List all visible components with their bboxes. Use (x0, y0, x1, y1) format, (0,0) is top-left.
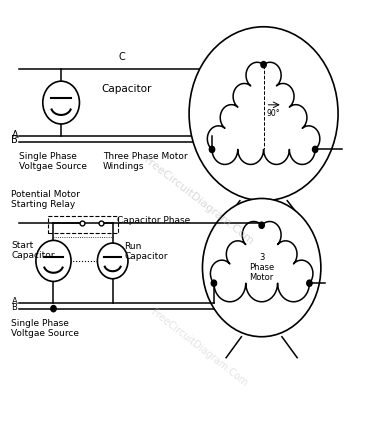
Text: FreeCircuitDiagram.Com: FreeCircuitDiagram.Com (149, 307, 249, 388)
Text: Three Phase Motor
Windings: Three Phase Motor Windings (103, 152, 188, 171)
Text: C: C (118, 53, 125, 62)
Circle shape (261, 62, 266, 68)
Circle shape (307, 280, 312, 286)
Circle shape (202, 198, 321, 337)
Bar (48, 216, 118, 233)
Text: Potential Motor
Starting Relay: Potential Motor Starting Relay (11, 190, 80, 209)
Text: Capacitor: Capacitor (101, 84, 152, 94)
Circle shape (209, 146, 215, 153)
Text: 90°: 90° (267, 109, 280, 118)
Circle shape (259, 222, 264, 228)
Text: B: B (11, 303, 17, 312)
Text: A: A (11, 297, 17, 306)
Text: Start
Capacitor: Start Capacitor (11, 241, 55, 260)
Text: Single Phase
Voltgae Source: Single Phase Voltgae Source (11, 319, 79, 338)
Circle shape (312, 146, 318, 153)
Circle shape (43, 81, 79, 124)
Text: A: A (11, 130, 18, 140)
Circle shape (36, 240, 71, 281)
Text: Capacitor Phase: Capacitor Phase (117, 216, 190, 225)
Text: 3
Phase
Motor: 3 Phase Motor (249, 253, 274, 282)
Circle shape (51, 306, 56, 312)
Text: FreeCircuitDiagram.Com: FreeCircuitDiagram.Com (142, 155, 256, 247)
Text: Single Phase
Voltgae Source: Single Phase Voltgae Source (19, 152, 87, 171)
Text: Run
Capacitor: Run Capacitor (125, 242, 168, 261)
Text: B: B (11, 136, 18, 145)
Circle shape (189, 27, 338, 201)
Circle shape (97, 243, 128, 279)
Circle shape (211, 280, 217, 286)
